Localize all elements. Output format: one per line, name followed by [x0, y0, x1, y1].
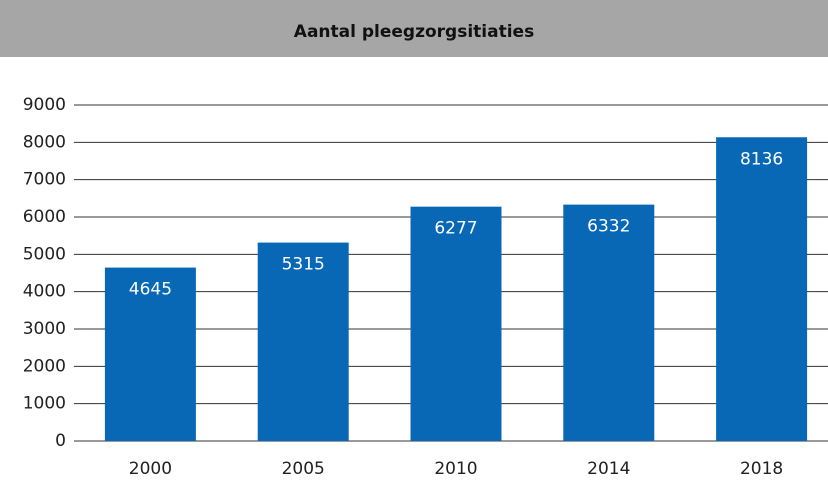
data-label: 8136 [740, 149, 783, 169]
bar [257, 242, 349, 441]
x-tick-label: 2010 [434, 459, 477, 479]
x-tick-label: 2018 [740, 459, 783, 479]
y-tick-label: 7000 [23, 170, 66, 190]
title-bar [0, 0, 828, 57]
y-tick-label: 2000 [23, 356, 66, 376]
x-tick-label: 2005 [282, 459, 325, 479]
x-tick-label: 2014 [587, 459, 630, 479]
bar [104, 267, 196, 441]
y-tick-label: 6000 [23, 207, 66, 227]
chart-title: Aantal pleegzorgsitiaties [294, 22, 534, 42]
y-tick-label: 1000 [23, 394, 66, 414]
bar [716, 137, 808, 442]
data-label: 5315 [282, 255, 325, 275]
y-tick-label: 9000 [23, 95, 66, 115]
data-label: 4645 [129, 280, 172, 300]
x-tick-label: 2000 [129, 459, 172, 479]
data-label: 6332 [587, 217, 630, 237]
y-tick-label: 5000 [23, 244, 66, 264]
bar [563, 204, 655, 441]
y-tick-label: 4000 [23, 282, 66, 302]
y-tick-label: 0 [55, 431, 66, 451]
y-tick-label: 3000 [23, 319, 66, 339]
y-tick-label: 8000 [23, 132, 66, 152]
bar [410, 206, 502, 441]
data-label: 6277 [434, 219, 477, 239]
